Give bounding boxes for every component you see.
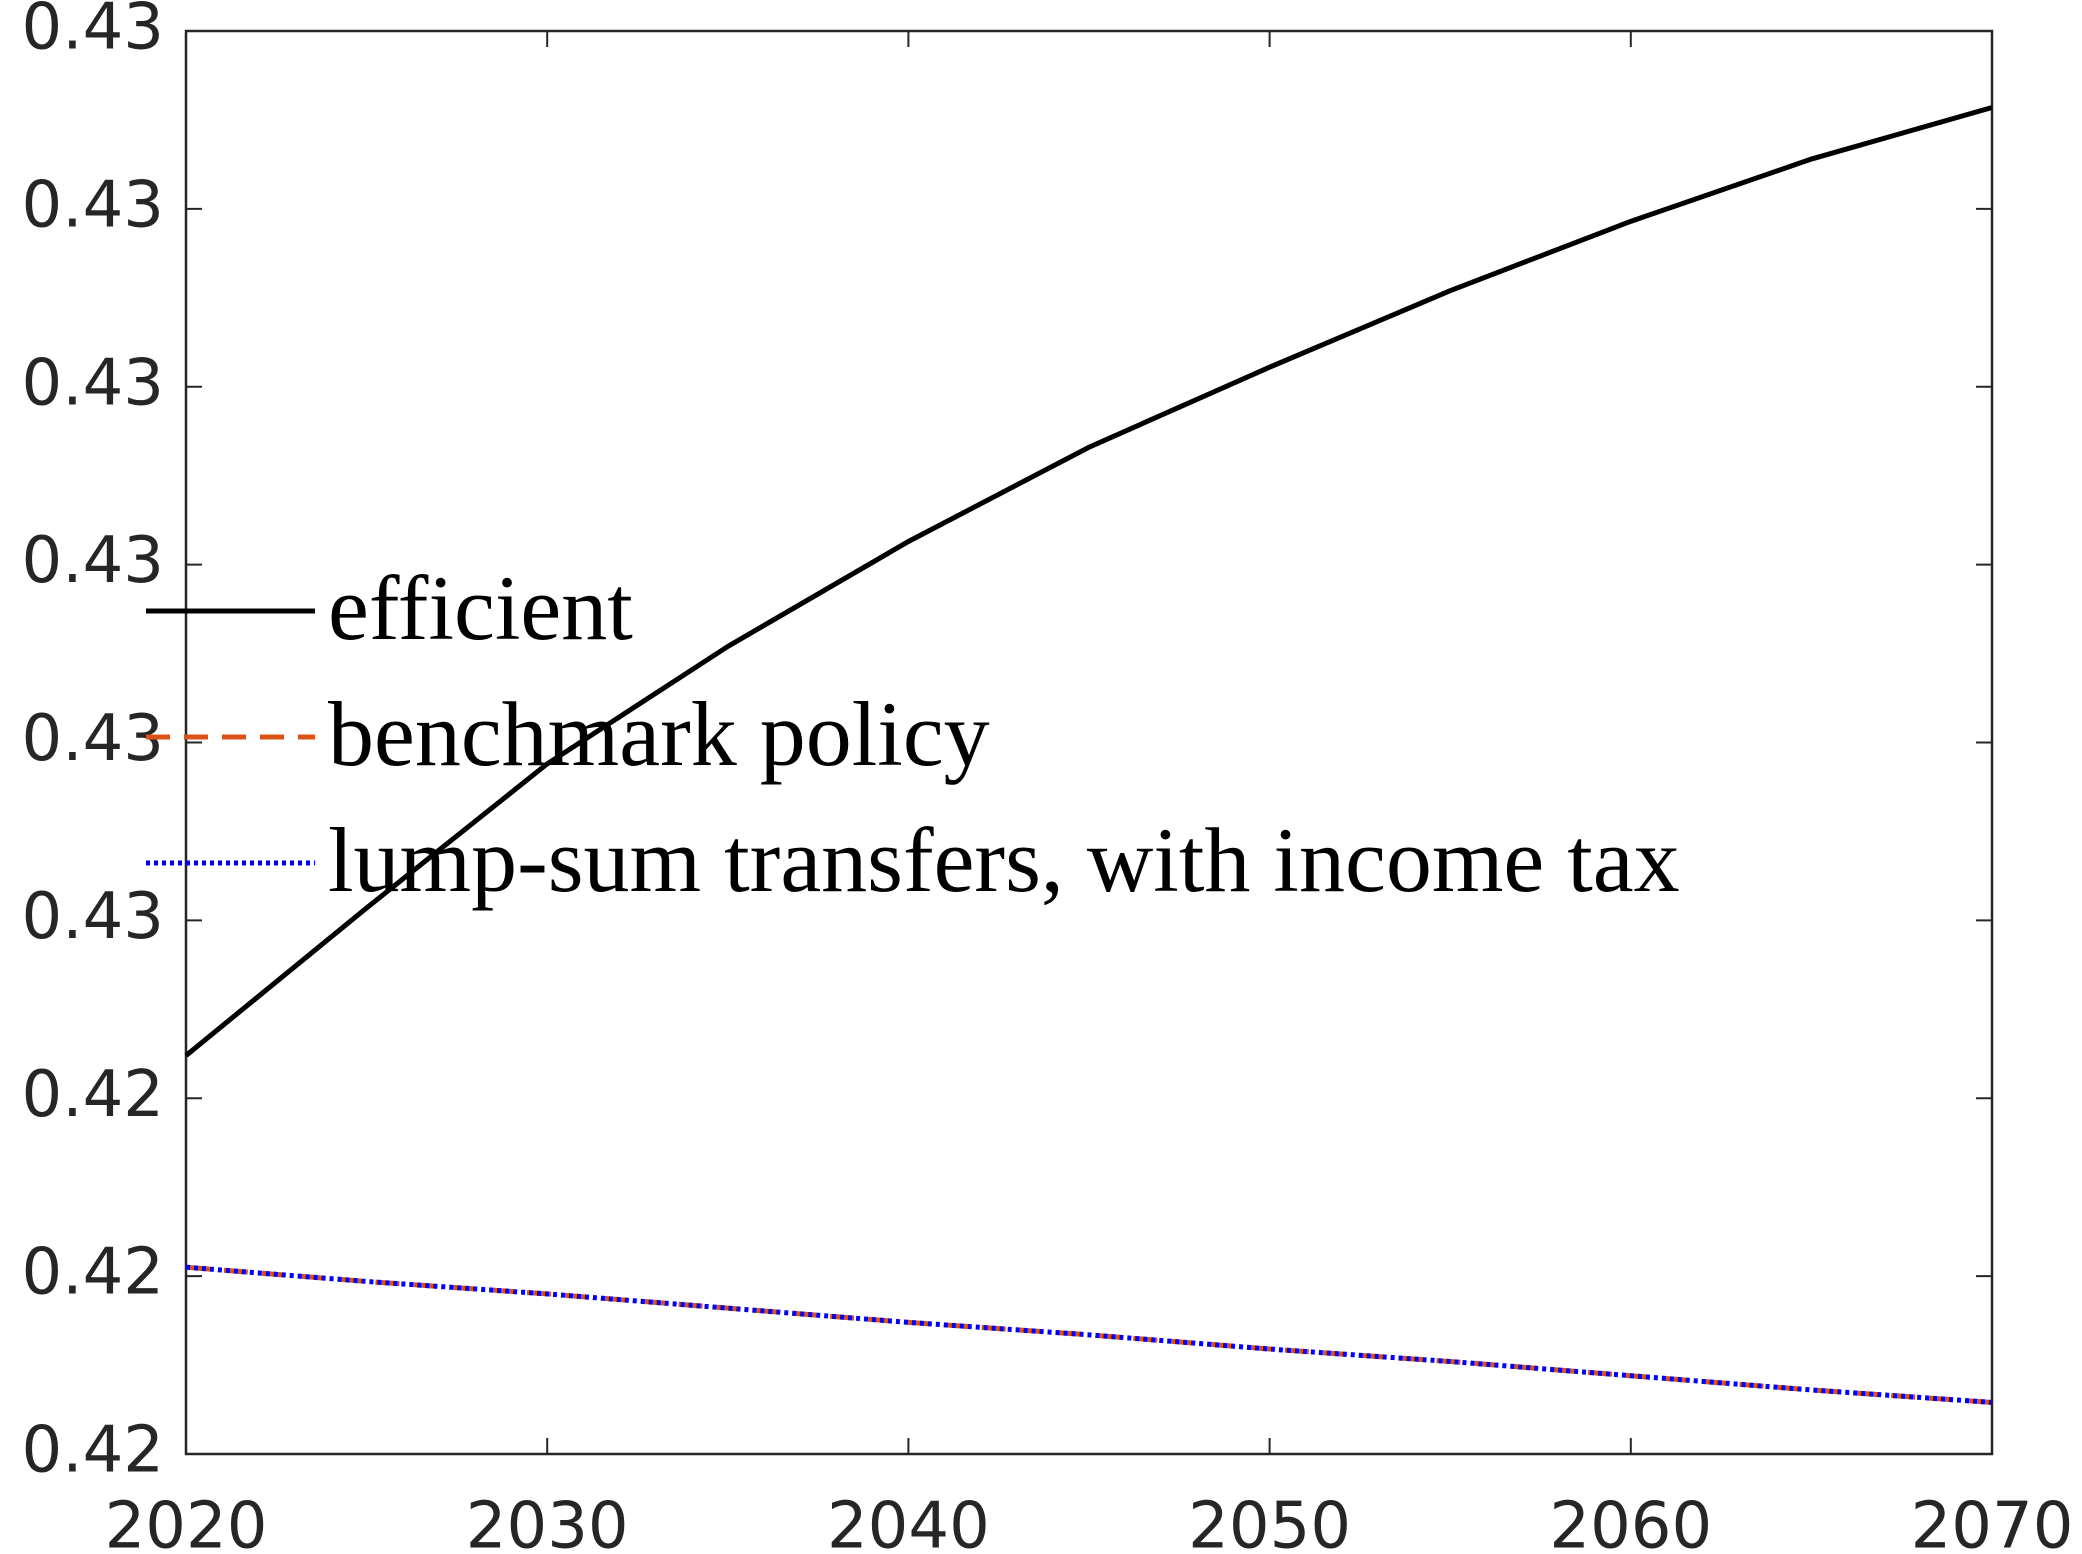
y-tick-label: 0.43 [22,880,165,954]
y-tick-label: 0.43 [22,346,165,420]
x-tick-label: 2030 [466,1490,629,1554]
x-tick-label: 2060 [1549,1490,1712,1554]
y-tick-label: 0.43 [22,702,165,776]
x-tick-label: 2040 [827,1490,990,1554]
y-tick-label: 0.43 [22,524,165,598]
series-line [185,1264,1993,1405]
legend-label: benchmark policy [328,683,990,785]
plot-frame [184,29,1994,1456]
legend-label: lump-sum transfers, with income tax [328,809,1680,911]
legend-label: efficient [328,557,633,659]
x-tick-label: 2020 [105,1490,268,1554]
y-tick-label: 0.42 [22,1058,165,1132]
y-tick-label: 0.42 [22,1236,165,1310]
y-tick-label: 0.42 [22,1414,165,1488]
series-line [184,105,1993,1058]
y-tick-label: 0.43 [22,168,165,242]
x-tick-label: 2070 [1911,1490,2074,1554]
y-tick-label: 0.43 [22,0,165,65]
x-tick-label: 2050 [1188,1490,1351,1554]
